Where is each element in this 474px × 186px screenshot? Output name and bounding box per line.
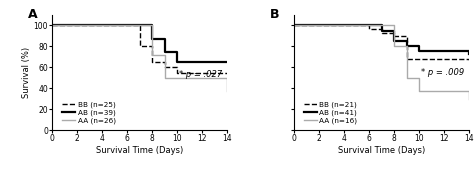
X-axis label: Survival Time (Days): Survival Time (Days) — [96, 146, 183, 155]
Legend: BB (n=21), AB (n=41), AA (n=16): BB (n=21), AB (n=41), AA (n=16) — [303, 101, 358, 124]
Text: B: B — [269, 8, 279, 21]
Legend: BB (n=25), AB (n=39), AA (n=26): BB (n=25), AB (n=39), AA (n=26) — [61, 101, 116, 124]
Text: * p = .027: * p = .027 — [179, 70, 222, 79]
Text: * p = .009: * p = .009 — [421, 68, 464, 77]
Text: A: A — [27, 8, 37, 21]
Y-axis label: Survival (%): Survival (%) — [22, 47, 31, 98]
X-axis label: Survival Time (Days): Survival Time (Days) — [338, 146, 425, 155]
